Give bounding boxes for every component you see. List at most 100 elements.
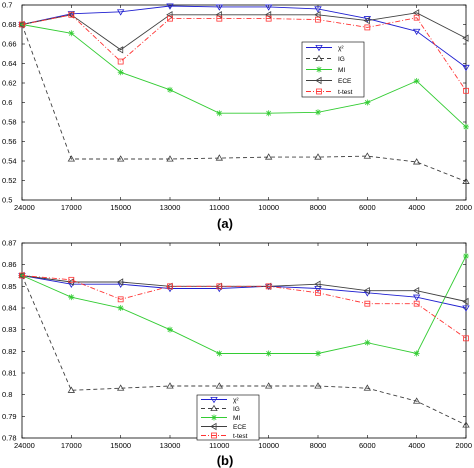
series-point-a-2 [117, 69, 124, 76]
series-point-a-3 [363, 16, 370, 25]
series-point-a-4 [68, 11, 75, 18]
series-b-2 [19, 253, 469, 357]
series-point-a-4 [315, 16, 321, 23]
x-tick-label-b: 11000 [209, 441, 229, 450]
series-point-a-3 [116, 46, 124, 54]
series-point-b-3 [116, 278, 124, 286]
y-tick-label-a: 0.58 [2, 118, 17, 127]
y-tick-label-a: 0.7 [2, 1, 12, 10]
legend-label-a-3: ECE [338, 78, 352, 85]
panel-label-a: (a) [217, 216, 233, 231]
series-point-b-1 [116, 384, 125, 391]
series-point-a-2 [413, 78, 420, 85]
series-point-b-4 [265, 283, 272, 290]
series-line-b-0 [21, 275, 467, 309]
series-point-b-0 [462, 305, 470, 312]
series-point-a-1 [314, 153, 322, 160]
y-tick-label-b: 0.79 [2, 412, 17, 421]
series-point-b-2 [413, 350, 420, 357]
x-tick-label-b: 4000 [408, 441, 425, 450]
series-point-b-3 [412, 286, 420, 295]
y-tick-label-b: 0.8 [2, 390, 12, 399]
series-point-a-0 [166, 3, 174, 10]
series-point-b-4 [216, 283, 223, 290]
series-point-a-0 [215, 4, 224, 11]
series-point-a-1 [264, 153, 273, 160]
y-tick-label-b: 0.83 [2, 325, 17, 334]
series-point-a-4 [413, 14, 420, 21]
series-point-a-1 [412, 158, 421, 165]
series-b-1 [18, 271, 470, 428]
series-point-b-0 [412, 294, 421, 301]
legend-label-a-0: χ² [338, 45, 344, 52]
x-tick-label-a: 2000 [455, 203, 472, 212]
series-line-a-1 [21, 24, 467, 182]
series-point-b-2 [117, 305, 124, 311]
y-tick-label-b: 0.84 [2, 304, 17, 313]
legend-label-b-2: MI [233, 415, 240, 422]
x-tick-label-a: 6000 [359, 203, 376, 212]
series-point-b-2 [216, 350, 223, 357]
x-tick-label-a: 17000 [61, 203, 82, 212]
series-point-a-1 [215, 154, 224, 161]
series-point-b-2 [265, 350, 272, 357]
y-tick-label-a: 0.64 [2, 59, 17, 68]
legend-label-b-4: t-test [233, 433, 248, 440]
x-tick-label-b: 24000 [14, 441, 35, 450]
series-point-b-4 [463, 335, 469, 342]
x-tick-label-b: 6000 [359, 441, 376, 450]
y-tick-label-b: 0.86 [2, 260, 17, 269]
series-line-a-3 [21, 12, 467, 51]
x-tick-label-a: 24000 [14, 203, 35, 212]
x-tick-label-a: 13000 [160, 203, 181, 212]
series-point-b-1 [215, 382, 224, 389]
series-point-a-0 [363, 16, 372, 23]
legend-marker-a-4 [316, 88, 322, 95]
series-point-a-4 [167, 15, 173, 22]
y-tick-label-a: 0.56 [2, 137, 17, 146]
series-line-a-4 [21, 14, 467, 92]
legend-marker-b-2 [211, 414, 217, 421]
series-point-b-4 [68, 276, 75, 283]
x-tick-label-b: 17000 [61, 441, 82, 450]
series-point-b-1 [67, 386, 76, 393]
series-point-a-3 [412, 9, 420, 17]
x-tick-label-b: 10000 [258, 441, 279, 450]
x-tick-label-b: 2000 [455, 441, 472, 450]
series-point-b-4 [117, 296, 124, 303]
series-point-a-2 [216, 110, 223, 117]
series-point-b-1 [166, 382, 174, 389]
legend-label-b-0: χ² [233, 397, 239, 404]
series-point-a-1 [363, 152, 372, 159]
series-point-a-4 [463, 87, 469, 94]
chart-panel-b: 0.78 0.79 0.8 0.81 0.82 0.83 0.84 0.85 0.86 0.87 2… [2, 239, 472, 451]
series-point-b-4 [413, 300, 420, 307]
x-tick-label-b: 13000 [160, 441, 181, 450]
legend-label-b-1: IG [233, 406, 240, 413]
x-tick-label-a: 10000 [258, 203, 279, 212]
legend-marker-a-1 [315, 54, 323, 61]
series-point-a-4 [117, 58, 124, 65]
y-tick-label-a: 0.5 [2, 196, 12, 205]
series-point-a-1 [462, 177, 470, 184]
x-tick-label-a: 11000 [209, 203, 229, 212]
series-point-b-3 [363, 286, 370, 295]
series-point-a-1 [166, 155, 174, 162]
series-a-1 [18, 20, 470, 184]
series-point-a-3 [67, 11, 74, 19]
series-point-b-1 [363, 384, 372, 391]
series-point-a-2 [315, 109, 321, 116]
series-b-4 [19, 272, 469, 342]
series-point-a-0 [412, 28, 421, 36]
series-a-4 [19, 11, 469, 94]
series-point-b-2 [68, 294, 75, 301]
y-tick-label-b: 0.87 [2, 239, 17, 248]
series-line-b-4 [21, 275, 467, 339]
legend-marker-a-2 [316, 66, 322, 73]
x-tick-label-a: 15000 [110, 203, 131, 212]
y-tick-label-a: 0.62 [2, 79, 17, 88]
legend-marker-b-4 [211, 432, 217, 439]
series-point-a-1 [116, 155, 125, 162]
y-tick-label-b: 0.85 [2, 282, 17, 291]
